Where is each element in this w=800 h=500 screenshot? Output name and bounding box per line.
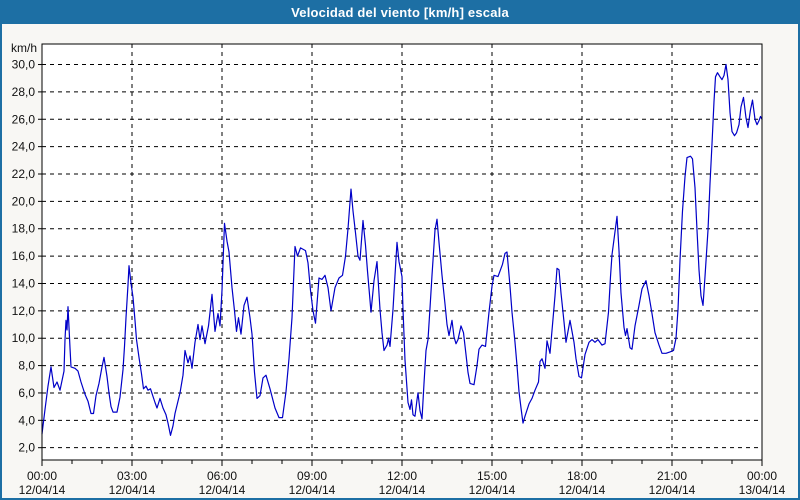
y-tick-label: 4,0 bbox=[18, 413, 35, 427]
x-tick-time-label: 00:00 bbox=[747, 469, 777, 483]
x-tick-date-label: 12/04/14 bbox=[559, 483, 606, 497]
title-bar: Velocidad del viento [km/h] escala bbox=[2, 2, 798, 24]
y-tick-label: 26,0 bbox=[12, 112, 36, 126]
y-tick-label: 8,0 bbox=[18, 359, 35, 373]
x-tick-time-label: 03:00 bbox=[117, 469, 147, 483]
y-tick-label: 20,0 bbox=[12, 194, 36, 208]
wind-speed-line-chart: 30,0 28,0 26,0 24,0 22,0 20,0 18,0 16,0 14,0 12,0… bbox=[11, 41, 786, 497]
x-tick-date-label: 12/04/14 bbox=[19, 483, 66, 497]
x-tick-time-label: 15:00 bbox=[477, 469, 507, 483]
x-tick-date-label: 13/04/14 bbox=[739, 483, 786, 497]
x-tick-date-label: 12/04/14 bbox=[289, 483, 336, 497]
y-tick-label: 2,0 bbox=[18, 441, 35, 455]
x-tick-date-label: 12/04/14 bbox=[199, 483, 246, 497]
x-tick-date-label: 12/04/14 bbox=[649, 483, 696, 497]
x-tick-date-label: 12/04/14 bbox=[379, 483, 426, 497]
x-tick-time-label: 12:00 bbox=[387, 469, 417, 483]
y-tick-label: 16,0 bbox=[12, 249, 36, 263]
x-tick-date-label: 12/04/14 bbox=[109, 483, 156, 497]
y-tick-label: 14,0 bbox=[12, 276, 36, 290]
y-tick-label: 30,0 bbox=[12, 58, 36, 72]
x-tick-time-label: 09:00 bbox=[297, 469, 327, 483]
chart-area: 30,0 28,0 26,0 24,0 22,0 20,0 18,0 16,0 14,0 12,0… bbox=[2, 24, 798, 498]
x-tick-time-label: 18:00 bbox=[567, 469, 597, 483]
y-tick-label: 10,0 bbox=[12, 331, 36, 345]
wind-speed-series-line bbox=[41, 63, 763, 436]
y-tick-label: 6,0 bbox=[18, 386, 35, 400]
x-tick-time-label: 06:00 bbox=[207, 469, 237, 483]
x-tick-time-label: 00:00 bbox=[27, 469, 57, 483]
y-tick-label: 12,0 bbox=[12, 304, 36, 318]
y-tick-label: 18,0 bbox=[12, 222, 36, 236]
chart-title: Velocidad del viento [km/h] escala bbox=[291, 5, 509, 20]
y-tick-label: 28,0 bbox=[12, 85, 36, 99]
x-tick-date-label: 12/04/14 bbox=[469, 483, 516, 497]
y-tick-label: 24,0 bbox=[12, 140, 36, 154]
y-axis-unit-label: km/h bbox=[11, 41, 37, 55]
y-tick-label: 22,0 bbox=[12, 167, 36, 181]
x-tick-time-label: 21:00 bbox=[657, 469, 687, 483]
